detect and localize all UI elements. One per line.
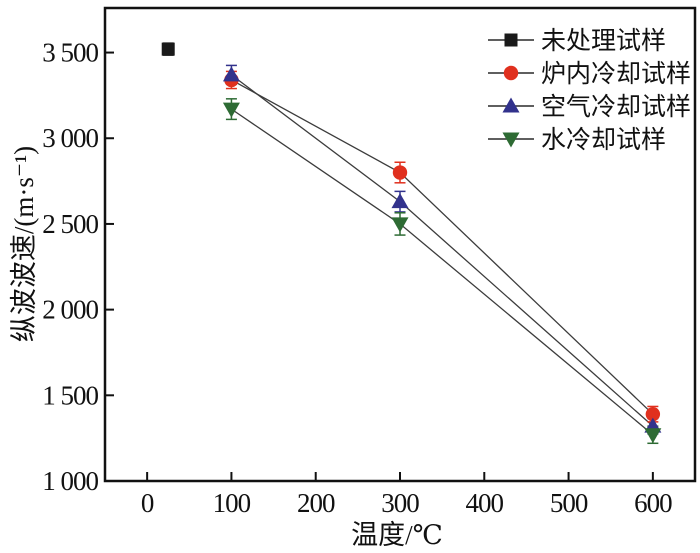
y-axis-label: 纵波波速/(m·s⁻¹) [9, 146, 39, 342]
x-tick-label: 500 [550, 488, 588, 518]
legend-item-label: 空气冷却试样 [541, 93, 691, 121]
data-point-marker [391, 193, 409, 209]
data-point-marker [392, 165, 408, 180]
series-line [231, 108, 654, 436]
legend-item-label: 炉内冷却试样 [541, 60, 691, 88]
y-tick-label: 1 500 [42, 380, 98, 410]
legend-item-label: 水冷却试样 [541, 126, 666, 154]
y-tick-label: 2 000 [42, 295, 98, 325]
data-point-marker [222, 66, 240, 82]
legend-item-label: 未处理试样 [541, 27, 666, 55]
x-axis-label: 温度/℃ [351, 520, 443, 550]
x-tick-label: 100 [213, 488, 251, 518]
y-tick-label: 2 500 [42, 209, 98, 239]
data-point-marker [222, 102, 240, 118]
x-tick-label: 400 [466, 488, 504, 518]
legend-marker [502, 132, 520, 148]
legend-marker [502, 97, 520, 113]
y-tick-label: 3 000 [42, 123, 98, 153]
y-tick-label: 3 500 [42, 38, 98, 68]
plot-area: 0 100 200 300 400 500 600 1 000 1 500 2 000 2 500 3… [42, 6, 697, 518]
legend-marker [504, 33, 518, 47]
data-point-marker [161, 42, 175, 56]
x-tick-label: 0 [141, 488, 154, 518]
data-point-marker [644, 428, 662, 444]
x-tick-label: 200 [297, 488, 335, 518]
data-point-marker [645, 406, 661, 422]
x-tick-label: 300 [381, 488, 419, 518]
legend-marker [503, 65, 519, 81]
x-tick-label: 600 [634, 488, 672, 518]
y-tick-label: 1 000 [42, 466, 98, 496]
data-point-marker [391, 217, 409, 233]
